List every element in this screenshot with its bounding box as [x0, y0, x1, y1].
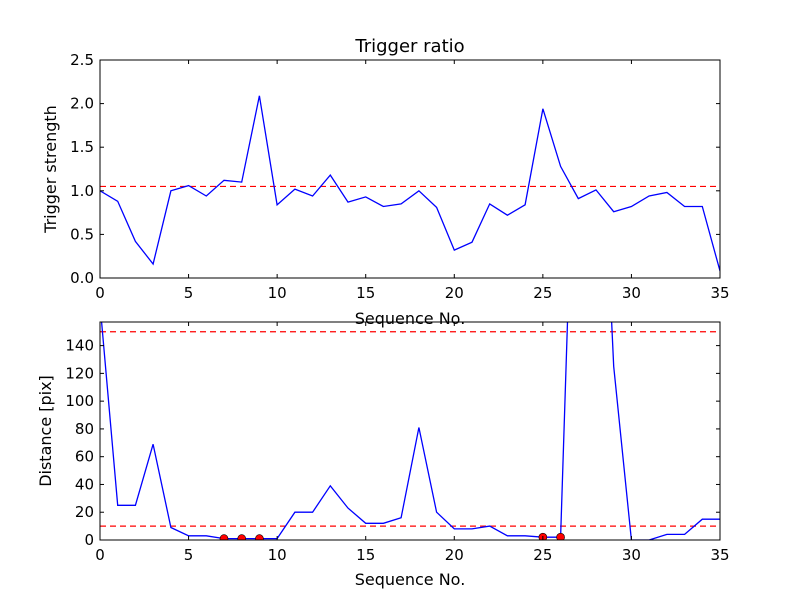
- distance-x-tick-label: 30: [622, 546, 641, 564]
- distance-y-tick-label: 0: [84, 531, 94, 549]
- distance-x-axis-label: Sequence No.: [355, 570, 466, 589]
- distance-y-tick-label: 40: [75, 475, 94, 493]
- distance-y-tick-label: 120: [65, 364, 94, 382]
- trigger-ratio-y-tick-label: 0.0: [70, 269, 94, 287]
- trigger-ratio-x-tick-label: 0: [95, 284, 105, 302]
- trigger-ratio-x-tick-label: 30: [622, 284, 641, 302]
- trigger-ratio-panel: 0 5 10 15 20 25 30 35 0.0 0.5 1.0 1.5 2.0 2.5 Trigger…: [41, 36, 730, 328]
- trigger-ratio-plot-area: [100, 95, 720, 272]
- distance-y-tick-label: 20: [75, 503, 94, 521]
- trigger-ratio-y-tick-label: 1.5: [70, 138, 94, 156]
- trigger-ratio-title: Trigger ratio: [354, 36, 464, 57]
- trigger-ratio-y-tick-label: 2.0: [70, 95, 94, 113]
- distance-ticks: 0 5 10 15 20 25 30 35 0 20 40 60 80 100 120 140: [65, 322, 730, 564]
- distance-y-axis-label: Distance [pix]: [36, 375, 55, 487]
- distance-y-tick-label: 140: [65, 337, 94, 355]
- distance-series-line-0: [100, 322, 720, 540]
- trigger-ratio-y-tick-label: 1.0: [70, 182, 94, 200]
- distance-x-tick-label: 35: [710, 546, 729, 564]
- trigger-ratio-x-tick-label: 5: [184, 284, 194, 302]
- distance-y-tick-label: 60: [75, 448, 94, 466]
- trigger-ratio-y-tick-label: 0.5: [70, 225, 94, 243]
- distance-flag-marker: [237, 534, 247, 540]
- trigger-ratio-x-tick-label: 10: [268, 284, 287, 302]
- trigger-ratio-x-tick-label: 25: [533, 284, 552, 302]
- distance-panel: 0 5 10 15 20 25 30 35 0 20 40 60 80 100 120 140 Sequenc…: [36, 321, 730, 589]
- trigger-ratio-x-tick-label: 20: [445, 284, 464, 302]
- distance-y-tick-label: 80: [75, 420, 94, 438]
- trigger-ratio-x-tick-label: 35: [710, 284, 729, 302]
- distance-x-tick-label: 0: [95, 546, 105, 564]
- trigger-ratio-x-tick-label: 15: [356, 284, 375, 302]
- distance-x-tick-label: 15: [356, 546, 375, 564]
- distance-flag-marker: [556, 532, 565, 540]
- distance-y-tick-label: 100: [65, 392, 94, 410]
- distance-axes-frame: [99, 321, 721, 541]
- distance-flag-marker: [255, 534, 264, 540]
- trigger-ratio-axes-frame: [99, 59, 721, 279]
- trigger-ratio-y-tick-label: 2.5: [70, 51, 94, 69]
- trigger-ratio-ticks: 0 5 10 15 20 25 30 35 0.0 0.5 1.0 1.5 2.0 2.5: [70, 51, 729, 302]
- distance-plot-area: [100, 322, 720, 540]
- distance-x-tick-label: 5: [184, 546, 194, 564]
- distance-flag-marker: [219, 534, 229, 540]
- distance-x-tick-label: 25: [533, 546, 552, 564]
- trigger-ratio-x-axis-label: Sequence No.: [355, 309, 466, 328]
- distance-x-tick-label: 20: [445, 546, 464, 564]
- distance-x-tick-label: 10: [268, 546, 287, 564]
- trigger-ratio-series-line-0: [100, 95, 720, 272]
- trigger-ratio-y-axis-label: Trigger strength: [41, 105, 60, 234]
